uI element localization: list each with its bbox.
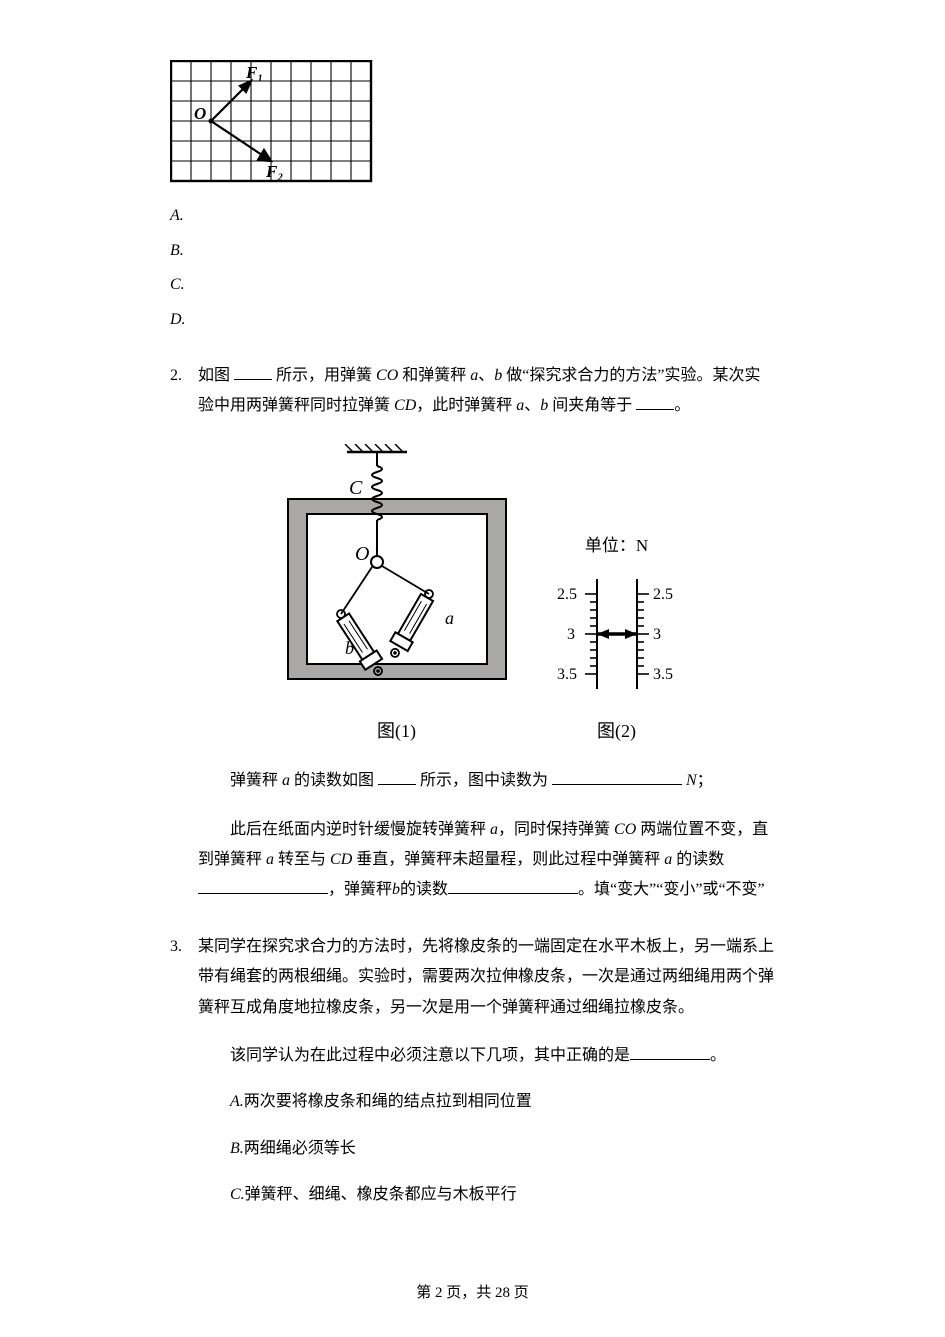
grid-svg: O F₁ F₂ bbox=[170, 60, 376, 186]
fig1-caption: 图(1) bbox=[287, 714, 507, 748]
blank-fig-ref bbox=[234, 362, 272, 380]
q3-prompt: 该同学认为在此过程中必须注意以下几项，其中正确的是。 bbox=[198, 1041, 775, 1071]
fig2-caption: 图(2) bbox=[547, 714, 687, 748]
q3-number: 3. bbox=[170, 932, 198, 1211]
opt-D: D. bbox=[170, 305, 775, 335]
svg-text:O: O bbox=[355, 543, 369, 565]
blank-reading bbox=[552, 768, 682, 786]
label-O: O bbox=[194, 104, 206, 123]
page-footer: 第 2 页，共 28 页 bbox=[0, 1279, 945, 1308]
svg-text:3: 3 bbox=[653, 626, 661, 643]
q2-para-rotate: 此后在纸面内逆时针缓慢旋转弹簧秤 a，同时保持弹簧 CO 两端位置不变，直到弹簧… bbox=[198, 815, 775, 906]
blank-fig-ref2 bbox=[378, 768, 416, 786]
svg-text:2.5: 2.5 bbox=[557, 586, 577, 603]
q2-number: 2. bbox=[170, 361, 198, 906]
unit-label: 单位：N bbox=[547, 530, 687, 562]
svg-text:b: b bbox=[345, 638, 354, 658]
q3-opt-C: C.弹簧秤、细绳、橡皮条都应与木板平行 bbox=[198, 1180, 775, 1210]
apparatus-figure: C O a b 图(1) bbox=[287, 444, 507, 749]
label-F2: F₂ bbox=[265, 162, 283, 181]
q3-stem: 某同学在探究求合力的方法时，先将橡皮条的一端固定在水平木板上，另一端系上带有绳套… bbox=[198, 932, 775, 1023]
question-3: 3. 某同学在探究求合力的方法时，先将橡皮条的一端固定在水平木板上，另一端系上带… bbox=[170, 932, 775, 1211]
label-F1: F₁ bbox=[245, 63, 263, 82]
opt-A: A. bbox=[170, 201, 775, 231]
opt-C: C. bbox=[170, 270, 775, 300]
blank-a-reading bbox=[198, 877, 328, 895]
force-grid-figure: O F₁ F₂ bbox=[170, 60, 775, 197]
q1-options: A. B. C. D. bbox=[170, 201, 775, 335]
blank-b-reading bbox=[448, 877, 578, 895]
q3-opt-B: B.两细绳必须等长 bbox=[198, 1134, 775, 1164]
q2-figures: C O a b 图(1) 单位：N bbox=[198, 444, 775, 749]
svg-text:2.5: 2.5 bbox=[653, 586, 673, 603]
q2-para-reading: 弹簧秤 a 的读数如图 所示，图中读数为 N； bbox=[198, 766, 775, 796]
svg-text:3: 3 bbox=[567, 626, 575, 643]
scale-figure: 单位：N bbox=[547, 530, 687, 748]
svg-text:C: C bbox=[349, 477, 363, 499]
opt-B: B. bbox=[170, 236, 775, 266]
blank-correct bbox=[630, 1042, 710, 1060]
svg-text:3.5: 3.5 bbox=[557, 666, 577, 683]
q3-opt-A: A.两次要将橡皮条和绳的结点拉到相同位置 bbox=[198, 1087, 775, 1117]
q2-stem: 如图 所示，用弹簧 CO 和弹簧秤 a、b 做“探究求合力的方法”实验。某次实验… bbox=[198, 361, 775, 422]
svg-text:3.5: 3.5 bbox=[653, 666, 673, 683]
svg-text:a: a bbox=[445, 608, 454, 628]
blank-angle bbox=[636, 393, 674, 411]
question-2: 2. 如图 所示，用弹簧 CO 和弹簧秤 a、b 做“探究求合力的方法”实验。某… bbox=[170, 361, 775, 906]
